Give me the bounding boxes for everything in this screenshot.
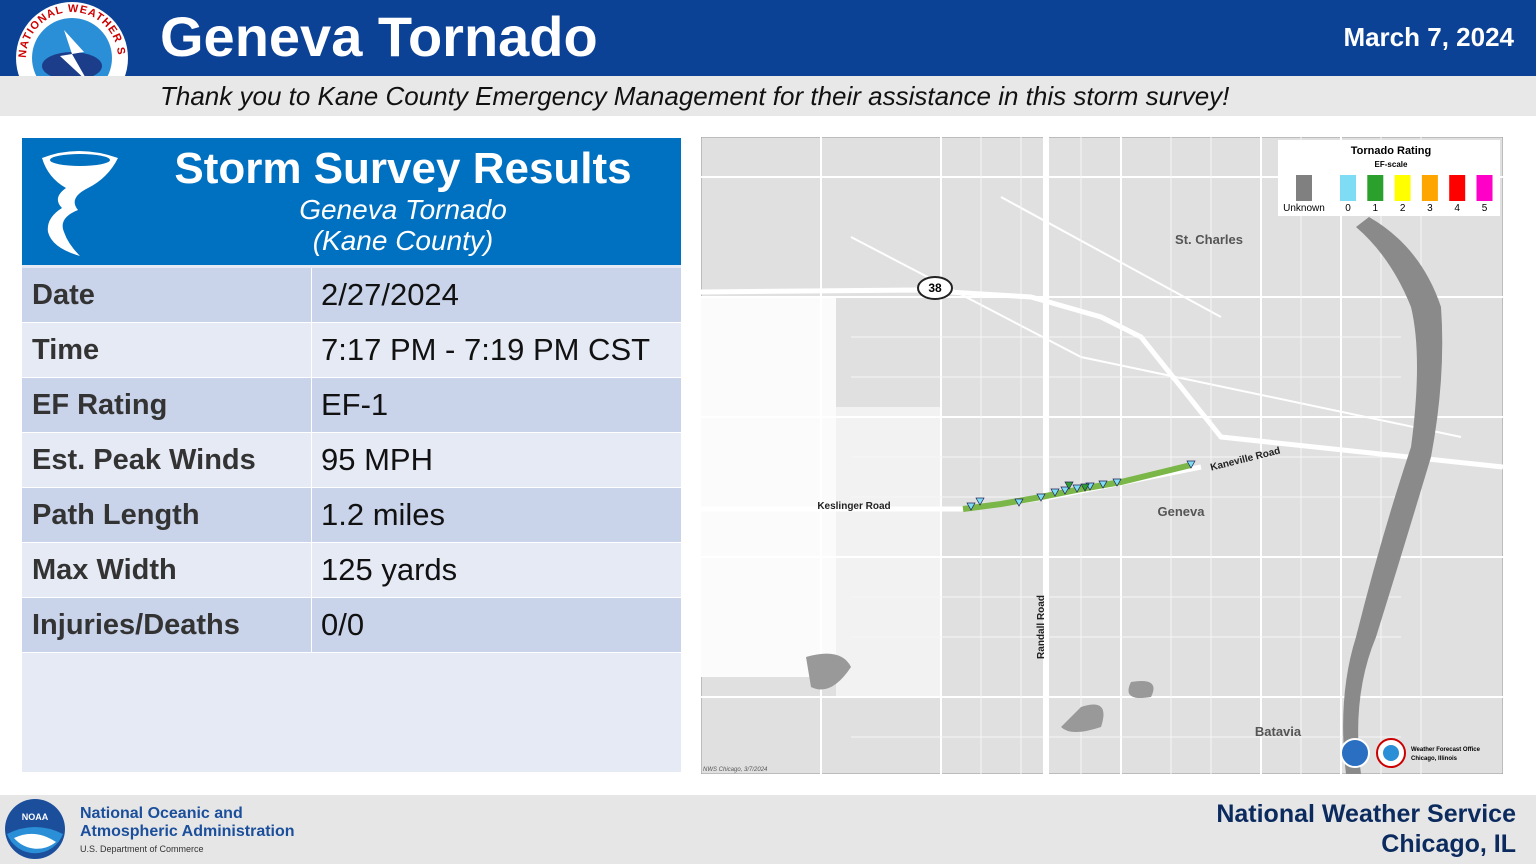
subtitle-bar (0, 76, 1536, 116)
noaa-name: National Oceanic and (80, 805, 243, 822)
legend-swatch (1367, 175, 1384, 201)
legend-label: 2 (1400, 203, 1406, 214)
header-bar (0, 0, 1536, 76)
legend-label: 1 (1373, 203, 1379, 214)
row-value: 2/27/2024 (321, 277, 459, 312)
row-value: 1.2 miles (321, 497, 446, 532)
survey-name: Geneva Tornado (299, 194, 507, 225)
nws-name: National Weather Service (1216, 800, 1516, 828)
table-row: Path Length 1.2 miles (22, 488, 681, 543)
noaa-name: Atmospheric Administration (80, 823, 295, 840)
table-row: Date 2/27/2024 (22, 268, 681, 323)
subtitle: Thank you to Kane County Emergency Manag… (160, 81, 1230, 111)
row-label: Time (22, 323, 312, 377)
row-label: Est. Peak Winds (22, 433, 312, 487)
survey-title: Storm Survey Results (174, 144, 632, 193)
noaa-logo: NOAA (5, 799, 65, 859)
office-name: Chicago, IL (1381, 830, 1516, 858)
road-label: Randall Road (1036, 595, 1047, 659)
legend-swatch (1340, 175, 1356, 201)
place-label: St. Charles (1175, 232, 1243, 247)
legend-swatch (1394, 175, 1411, 201)
row-label: EF Rating (22, 378, 312, 432)
legend-title: Tornado Rating (1351, 145, 1431, 157)
route-label: 38 (928, 281, 942, 295)
table-row: Injuries/Deaths 0/0 (22, 598, 681, 653)
place-label: Batavia (1255, 724, 1302, 739)
legend: Tornado Rating EF-scale Unknown 0 1 2 3 4 5 (1278, 140, 1500, 216)
legend-swatch (1476, 175, 1493, 201)
legend-subtitle: EF-scale (1375, 160, 1408, 169)
noaa-logo-text: NOAA (22, 812, 49, 822)
survey-table: Date 2/27/2024 Time 7:17 PM - 7:19 PM CST EF… (22, 268, 681, 653)
table-row: EF Rating EF-1 (22, 378, 681, 433)
legend-label: 0 (1345, 203, 1351, 214)
survey-header (22, 138, 681, 265)
row-label: Max Width (22, 543, 312, 597)
row-value: 7:17 PM - 7:19 PM CST (321, 332, 651, 367)
legend-swatch (1449, 175, 1466, 201)
date: March 7, 2024 (1343, 22, 1514, 52)
legend-label: 4 (1454, 203, 1460, 214)
row-value: 0/0 (321, 607, 365, 642)
row-value: EF-1 (321, 387, 389, 422)
place-label: Geneva (1158, 504, 1206, 519)
title: Geneva Tornado (160, 5, 598, 68)
damage-points (966, 460, 1196, 511)
legend-label: 3 (1427, 203, 1433, 214)
footer (0, 795, 1536, 864)
wfo-label: Weather Forecast Office (1411, 747, 1481, 753)
row-label: Date (22, 268, 312, 322)
table-row: Max Width 125 yards (22, 543, 681, 598)
row-value: 125 yards (321, 552, 458, 587)
row-label: Injuries/Deaths (22, 598, 312, 652)
map: 38 St. Charles Geneva Batavia Keslinger … (701, 137, 1503, 774)
row-value: 95 MPH (321, 442, 433, 477)
legend-label: Unknown (1283, 203, 1325, 214)
table-row: Est. Peak Winds 95 MPH (22, 433, 681, 488)
table-row: Time 7:17 PM - 7:19 PM CST (22, 323, 681, 378)
legend-swatch (1296, 175, 1312, 201)
map-credit: NWS Chicago, 3/7/2024 (703, 767, 768, 773)
legend-swatch (1421, 175, 1438, 201)
row-label: Path Length (22, 488, 312, 542)
wfo-location: Chicago, Illinois (1411, 756, 1458, 762)
noaa-dept: U.S. Department of Commerce (80, 844, 204, 854)
legend-label: 5 (1482, 203, 1488, 214)
tornado-icon (42, 151, 118, 256)
survey-county: (Kane County) (312, 225, 494, 256)
road-label: Keslinger Road (817, 501, 890, 512)
